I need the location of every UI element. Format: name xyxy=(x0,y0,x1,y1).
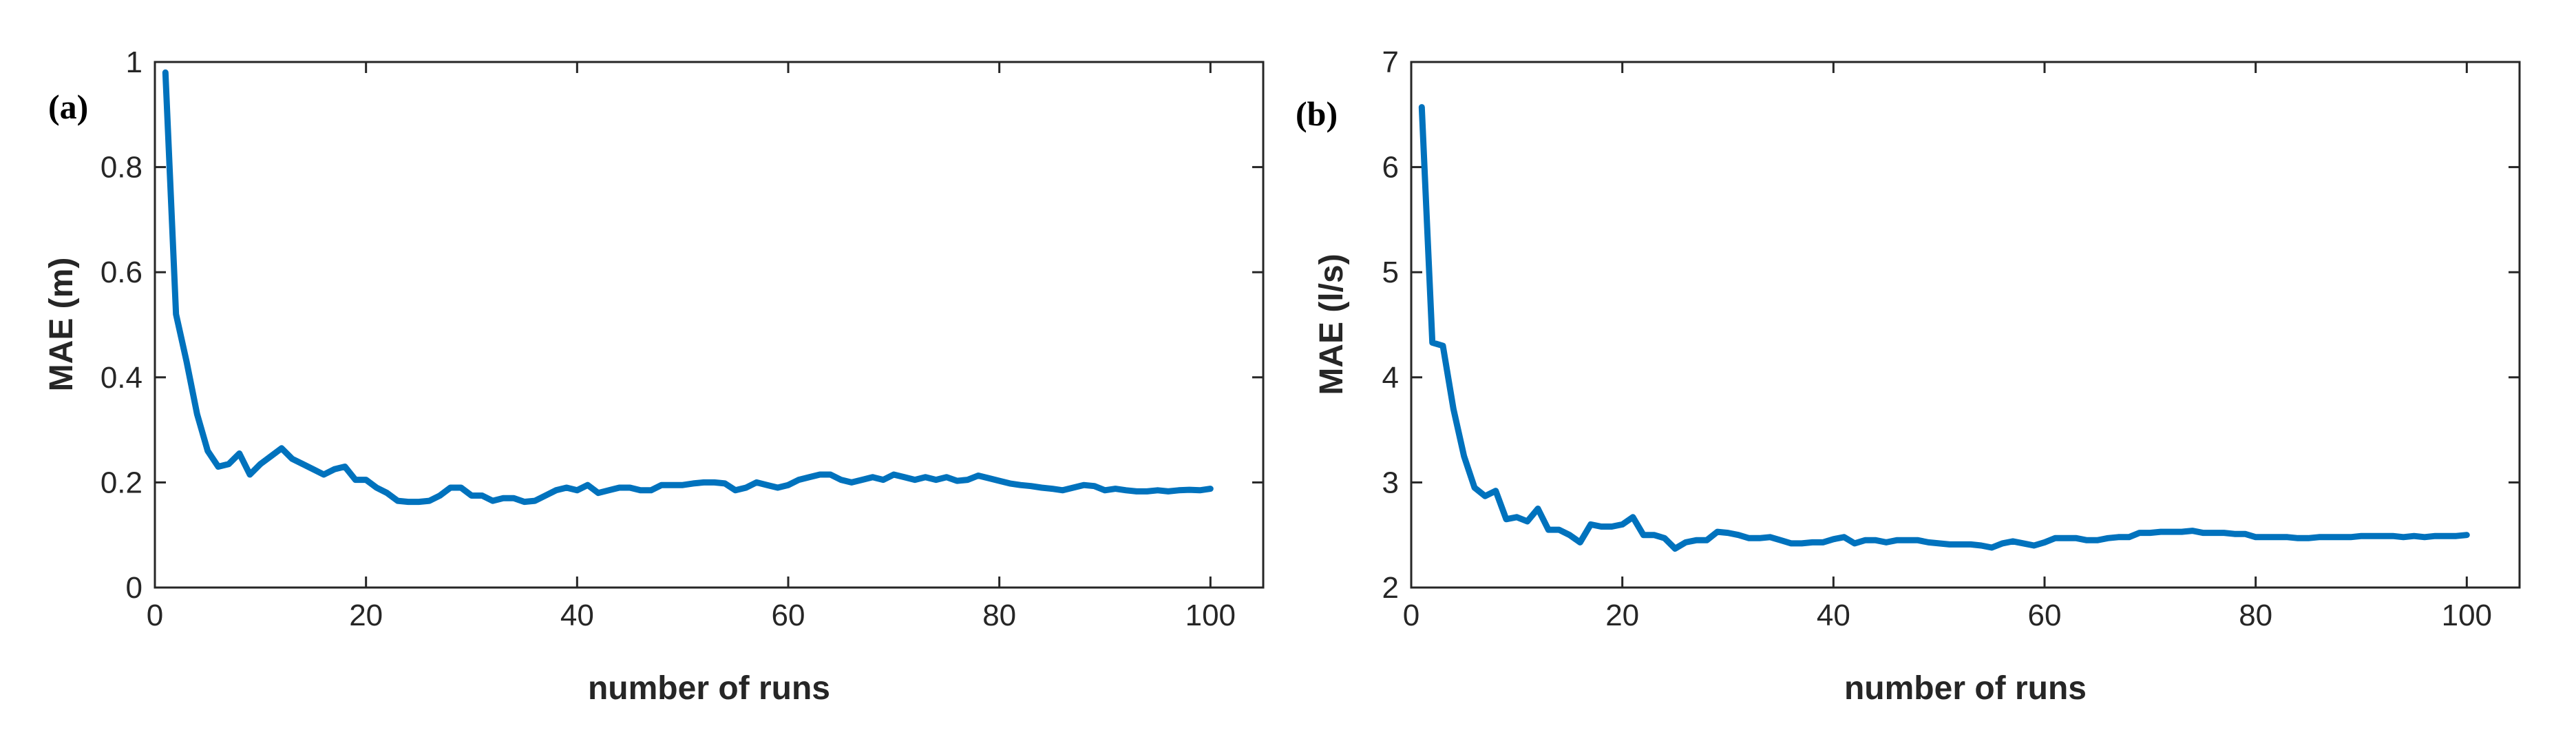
x-axis-ticks: 0 20 40 60 80 100 xyxy=(1403,62,2492,632)
x-tick-label: 0 xyxy=(1403,599,1419,632)
y-tick-label: 0.6 xyxy=(101,256,142,289)
chart-panel-b: (b) 2 3 4 5 6 7 0 20 40 60 80 100 number of runs M… xyxy=(1296,45,2521,707)
chart-panel-a: (a) 0 0.2 0.4 0.6 0.8 1 0 20 40 60 80 100 number o… xyxy=(43,45,1265,707)
y-tick-label: 0.4 xyxy=(101,361,142,395)
x-tick-label: 40 xyxy=(560,599,594,632)
y-axis-label: MAE (l/s) xyxy=(1313,253,1350,395)
x-tick-label: 80 xyxy=(2239,599,2272,632)
plot-frame xyxy=(154,61,1265,589)
panel-label: (b) xyxy=(1296,94,1338,133)
y-tick-label: 3 xyxy=(1382,466,1399,499)
y-tick-label: 5 xyxy=(1382,256,1399,289)
x-axis-label: number of runs xyxy=(588,670,830,707)
x-tick-label: 20 xyxy=(349,599,383,632)
series-line xyxy=(1418,104,2470,552)
y-axis-label: MAE (m) xyxy=(43,258,80,392)
x-tick-label: 100 xyxy=(1185,599,1236,632)
x-axis-label: number of runs xyxy=(1844,670,2087,707)
plot-frame xyxy=(1410,61,2521,589)
y-axis-ticks: 0 0.2 0.4 0.6 0.8 1 xyxy=(101,45,1263,605)
y-axis-ticks: 2 3 4 5 6 7 xyxy=(1382,45,2520,605)
x-tick-label: 60 xyxy=(2028,599,2062,632)
y-tick-label: 0.8 xyxy=(101,151,142,185)
x-tick-label: 100 xyxy=(2442,599,2492,632)
y-tick-label: 1 xyxy=(126,45,142,79)
series-line xyxy=(162,69,1214,506)
x-tick-label: 60 xyxy=(772,599,805,632)
x-axis-ticks: 0 20 40 60 80 100 xyxy=(147,62,1236,632)
y-tick-label: 0 xyxy=(126,571,142,605)
y-tick-label: 6 xyxy=(1382,151,1399,185)
y-tick-label: 2 xyxy=(1382,571,1399,605)
y-tick-label: 7 xyxy=(1382,45,1399,79)
x-tick-label: 80 xyxy=(982,599,1016,632)
x-tick-label: 0 xyxy=(147,599,163,632)
x-tick-label: 20 xyxy=(1605,599,1639,632)
y-tick-label: 4 xyxy=(1382,361,1399,395)
y-tick-label: 0.2 xyxy=(101,466,142,499)
x-tick-label: 40 xyxy=(1817,599,1850,632)
panel-label: (a) xyxy=(48,87,88,126)
